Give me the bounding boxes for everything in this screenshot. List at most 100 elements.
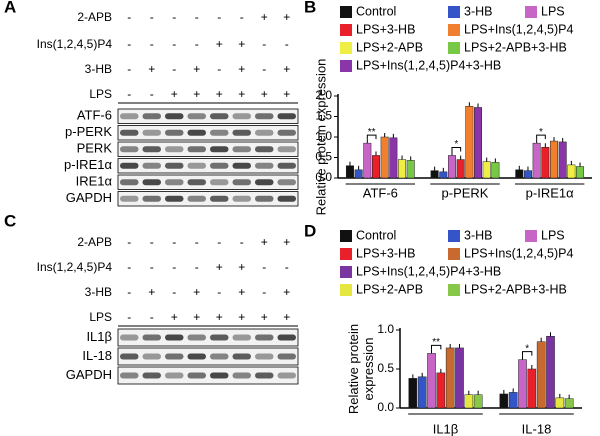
y-tick-label: 1.5 (315, 109, 332, 123)
blot-band (210, 353, 229, 360)
x-tick-label: p-IRE1α (526, 185, 574, 200)
blot-band (232, 113, 251, 120)
blot-band (187, 372, 206, 379)
blot-band (165, 162, 184, 169)
blot-band (120, 129, 139, 136)
blot-band (210, 179, 229, 186)
blot-band (187, 334, 206, 341)
treatment-sign: - (285, 37, 289, 51)
blot-band (210, 113, 229, 120)
treatment-sign: - (217, 235, 221, 249)
treatment-sign: + (193, 87, 200, 101)
blot-strip (117, 328, 299, 347)
blot-strip (117, 366, 299, 385)
significance-bracket (536, 134, 546, 140)
bar (436, 372, 446, 409)
blot-strip (117, 191, 299, 207)
blot-band (120, 146, 139, 153)
significance-label: * (525, 343, 529, 354)
y-tick-label: 1.0 (377, 322, 394, 336)
treatment-sign: + (283, 62, 290, 76)
blot-band (142, 353, 161, 360)
bar (518, 359, 527, 409)
bar (541, 147, 550, 179)
bar (430, 170, 439, 179)
legend-swatch (448, 284, 460, 296)
treatment-sign: - (150, 87, 154, 101)
bar (567, 164, 576, 179)
treatment-sign: - (127, 260, 131, 274)
treatment-sign: - (240, 235, 244, 249)
blot-band (142, 146, 161, 153)
significance-label: ** (432, 337, 440, 348)
treatment-sign: - (217, 10, 221, 24)
legend-swatch (448, 42, 460, 54)
blot-band (277, 334, 296, 341)
significance-bracket (366, 134, 377, 140)
treatment-sign: + (283, 285, 290, 299)
treatment-sign: + (238, 310, 245, 324)
significance-bracket (431, 344, 442, 350)
bar (508, 392, 518, 409)
treatment-sign: - (172, 62, 176, 76)
significance-bracket (451, 146, 462, 152)
y-tick-label: 2.0 (315, 88, 332, 102)
bar (482, 161, 491, 179)
treatment-sign: - (217, 285, 221, 299)
bar (515, 169, 524, 179)
blot-band (120, 353, 139, 360)
treatment-sign: + (238, 285, 245, 299)
blot-band (120, 372, 139, 379)
blot-band (210, 372, 229, 379)
blot-band (165, 113, 184, 120)
blot-band (210, 195, 229, 202)
treatment-sign: - (195, 235, 199, 249)
blot-band (232, 129, 251, 136)
blot-band (165, 146, 184, 153)
blot-band (165, 334, 184, 341)
band-label: GAPDH (66, 367, 112, 382)
blot-band (277, 129, 296, 136)
blot-band (232, 372, 251, 379)
panel-label: C (4, 211, 16, 230)
treatment-label: LPS (89, 87, 112, 101)
blot-band (210, 129, 229, 136)
treatment-sign: + (193, 285, 200, 299)
treatment-sign: - (195, 10, 199, 24)
x-tick-label: IL-18 (522, 421, 552, 436)
treatment-sign: + (238, 62, 245, 76)
treatment-label: 2-APB (77, 235, 112, 249)
band-label: PERK (77, 141, 113, 156)
treatment-sign: - (172, 235, 176, 249)
legend-label: LPS+Ins(1,2,4,5)P4 (464, 246, 573, 260)
blot-band (142, 195, 161, 202)
treatment-sign: - (262, 37, 266, 51)
bar (576, 166, 585, 179)
legend-label: LPS+Ins(1,2,4,5)P4 (464, 22, 573, 36)
blot-band (232, 353, 251, 360)
blot-band (277, 372, 296, 379)
x-tick-label: p-PERK (442, 185, 489, 200)
bar (427, 353, 436, 409)
treatment-sign: - (262, 285, 266, 299)
treatment-sign: + (148, 285, 155, 299)
treatment-sign: - (240, 10, 244, 24)
blot-band (142, 113, 161, 120)
treatment-sign: + (261, 235, 268, 249)
blot-band (142, 372, 161, 379)
blot-band (232, 146, 251, 153)
blot-band (255, 179, 274, 186)
blot-band (142, 162, 161, 169)
treatment-label: 2-APB (77, 10, 112, 24)
panel-label: B (304, 0, 316, 16)
treatment-label: 3-HB (85, 62, 112, 76)
y-tick-label: 0.5 (315, 150, 332, 164)
blot-band (165, 195, 184, 202)
bar (550, 140, 558, 179)
blot-strip (117, 108, 299, 124)
treatment-sign: + (238, 260, 245, 274)
legend-label: LPS+3-HB (356, 246, 415, 260)
legend-label: Control (356, 4, 396, 18)
bar (499, 393, 509, 409)
treatment-sign: + (193, 310, 200, 324)
